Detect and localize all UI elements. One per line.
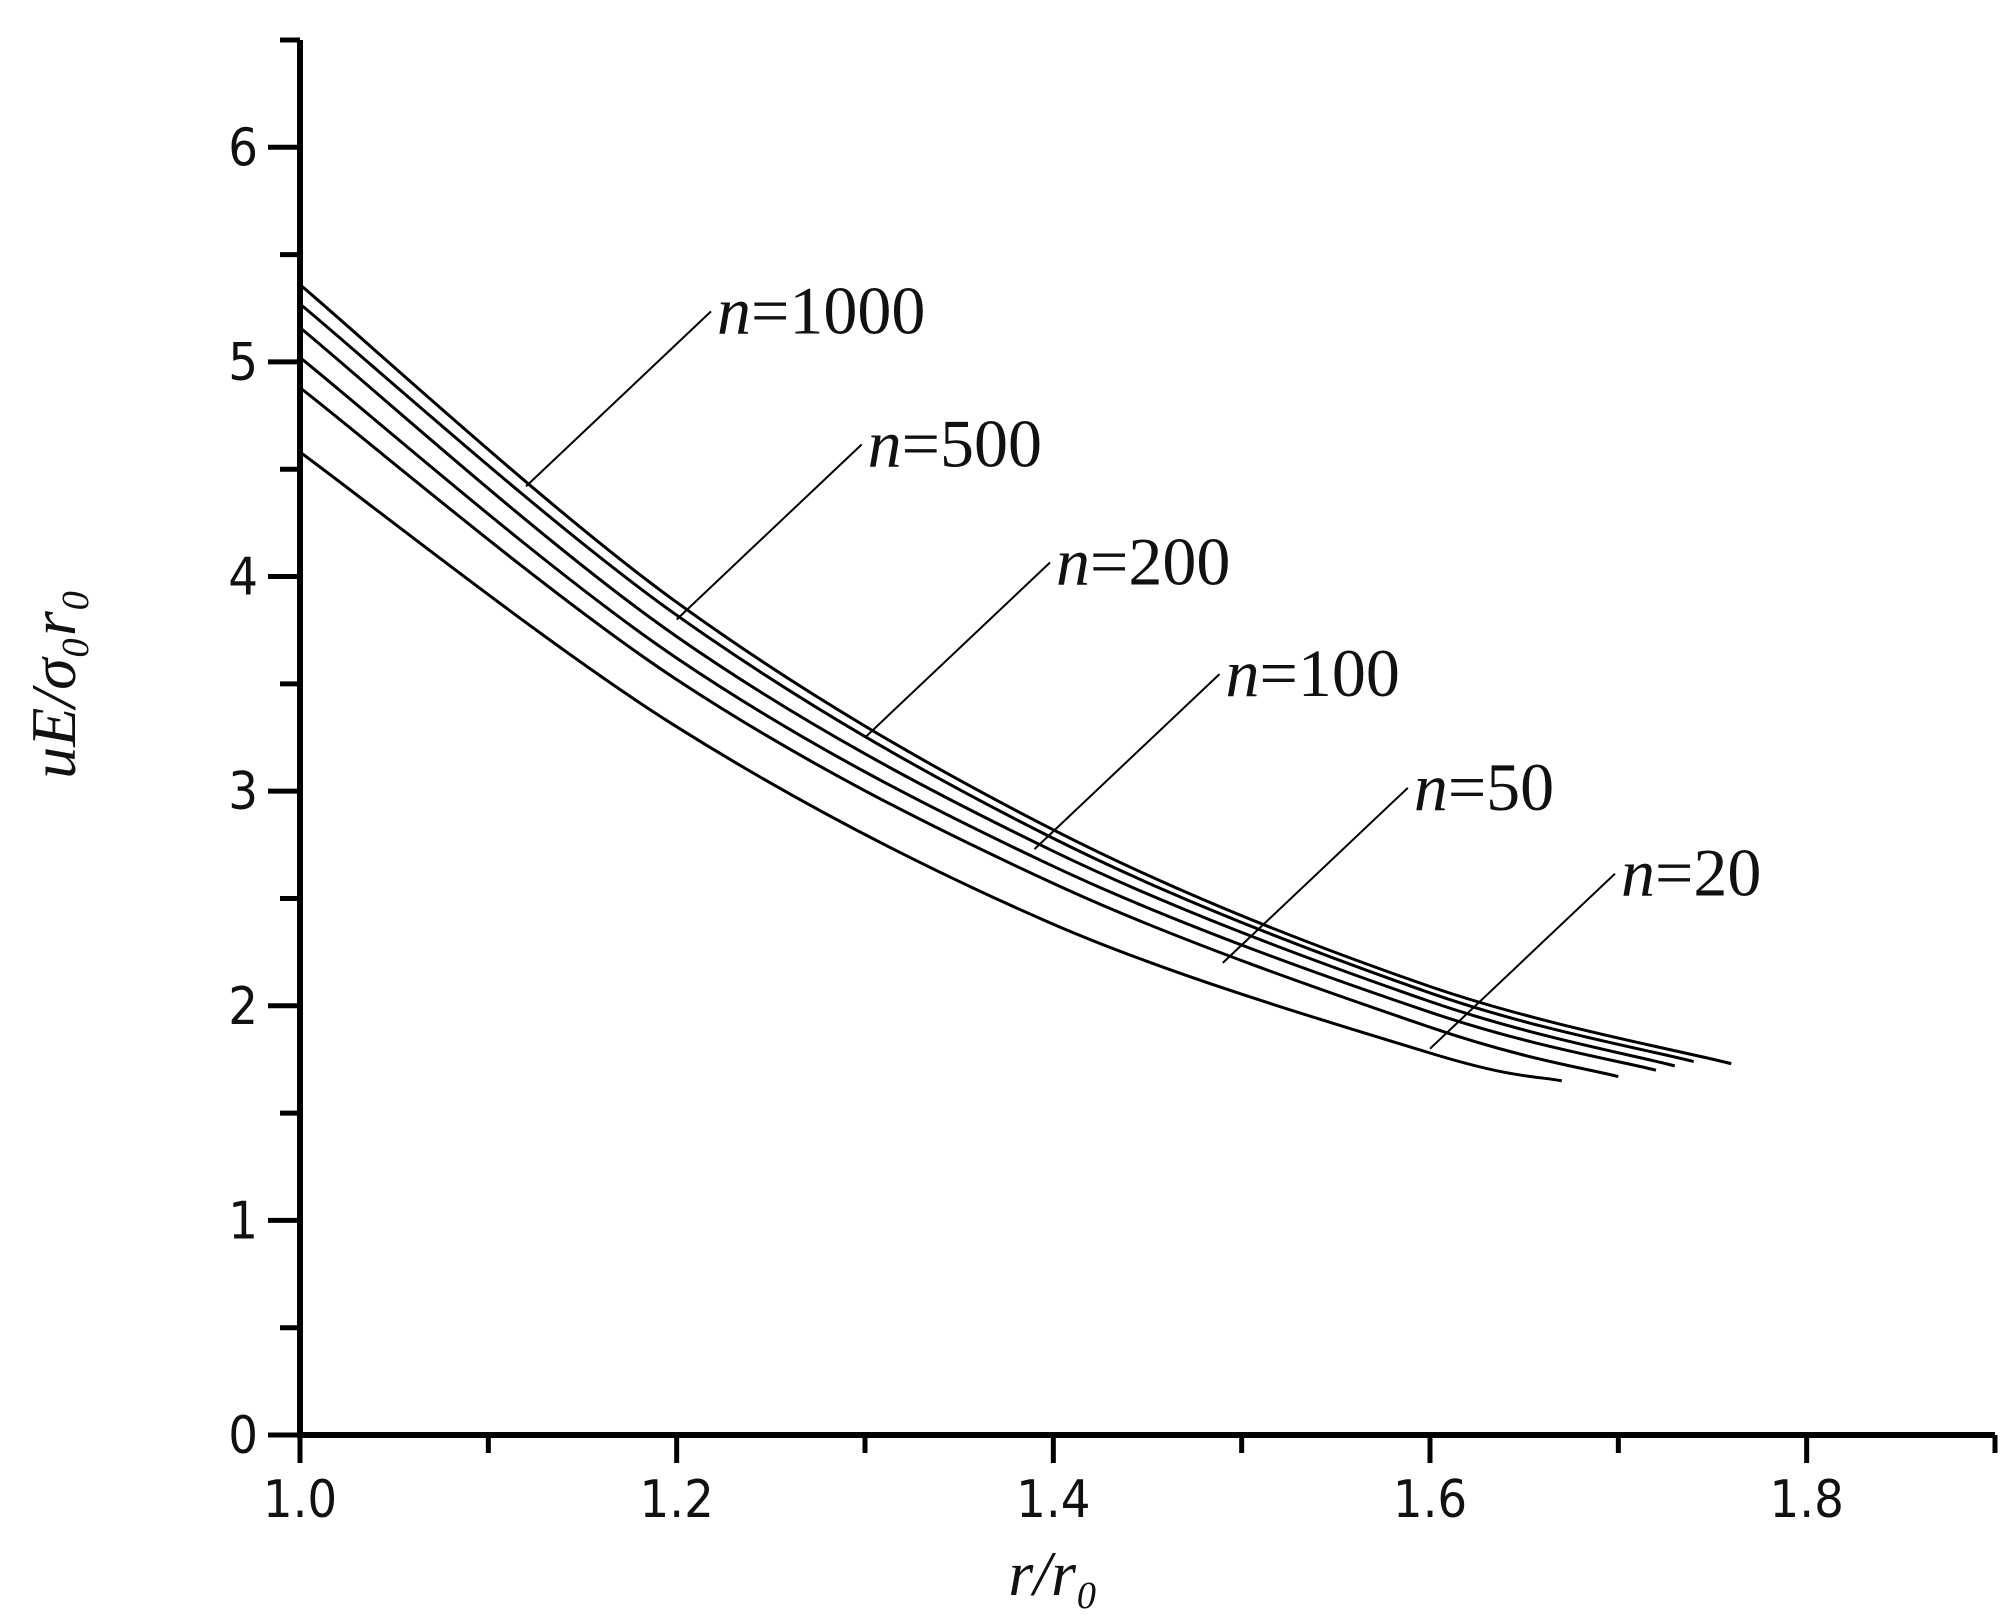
curve-label-value: =200: [1090, 524, 1230, 600]
curve-label-variable: n: [1056, 524, 1090, 600]
leader-line: [864, 561, 1051, 739]
y-tick-label: 1: [228, 1191, 258, 1251]
curve-label-variable: n: [717, 272, 751, 348]
y-tick-label: 4: [228, 548, 258, 608]
series-layer: [299, 283, 1732, 1083]
curve-label-value: =1000: [751, 272, 925, 348]
x-tick-label: 1.8: [1769, 1470, 1843, 1530]
leader-line: [1033, 673, 1221, 850]
x-tick-label: 1.6: [1393, 1470, 1467, 1530]
y-tick-label: 0: [228, 1406, 258, 1466]
curve-label: n=100: [1226, 635, 1400, 711]
y-tick-label: 5: [228, 333, 258, 393]
curve-label-value: =100: [1260, 635, 1400, 711]
series-line-n-20: [299, 450, 1563, 1083]
curve-label: n=200: [1056, 524, 1230, 600]
curve-label-value: =50: [1448, 749, 1554, 825]
curve-label-variable: n: [1226, 635, 1260, 711]
y-tick-label: 3: [228, 762, 258, 822]
curve-label: n=500: [868, 405, 1042, 481]
curve-label: n=1000: [717, 272, 925, 348]
series-line-n-1000: [299, 283, 1732, 1066]
x-tick-label: 1.0: [263, 1470, 337, 1530]
leader-line: [675, 443, 863, 621]
leader-line: [525, 310, 712, 488]
y-tick-label: 6: [228, 118, 258, 178]
x-tick-label: 1.4: [1016, 1470, 1090, 1530]
x-axis-title: r/r₀: [1008, 1538, 1098, 1609]
curve-label-variable: n: [868, 405, 902, 481]
curve-label-variable: n: [1621, 835, 1655, 911]
leader-line: [1429, 872, 1616, 1050]
y-tick-label: 2: [228, 977, 258, 1037]
y-axis-title: uE/σ₀r₀: [18, 589, 89, 779]
series-line-n-100: [299, 356, 1657, 1072]
curve-label-variable: n: [1414, 749, 1448, 825]
curve-label-value: =500: [902, 405, 1042, 481]
curve-label: n=50: [1414, 749, 1554, 825]
axes: 0 1 2 3 4 5 6 1.0 1.2 1.4 1.6 1.8: [228, 37, 1998, 1530]
series-line-n-500: [299, 302, 1695, 1064]
curve-label-value: =20: [1655, 835, 1761, 911]
series-line-n-200: [299, 326, 1676, 1068]
leader-line: [1222, 787, 1409, 964]
x-tick-label: 1.2: [639, 1470, 713, 1530]
curve-label: n=20: [1621, 835, 1761, 911]
series-line-n-50: [299, 386, 1619, 1079]
